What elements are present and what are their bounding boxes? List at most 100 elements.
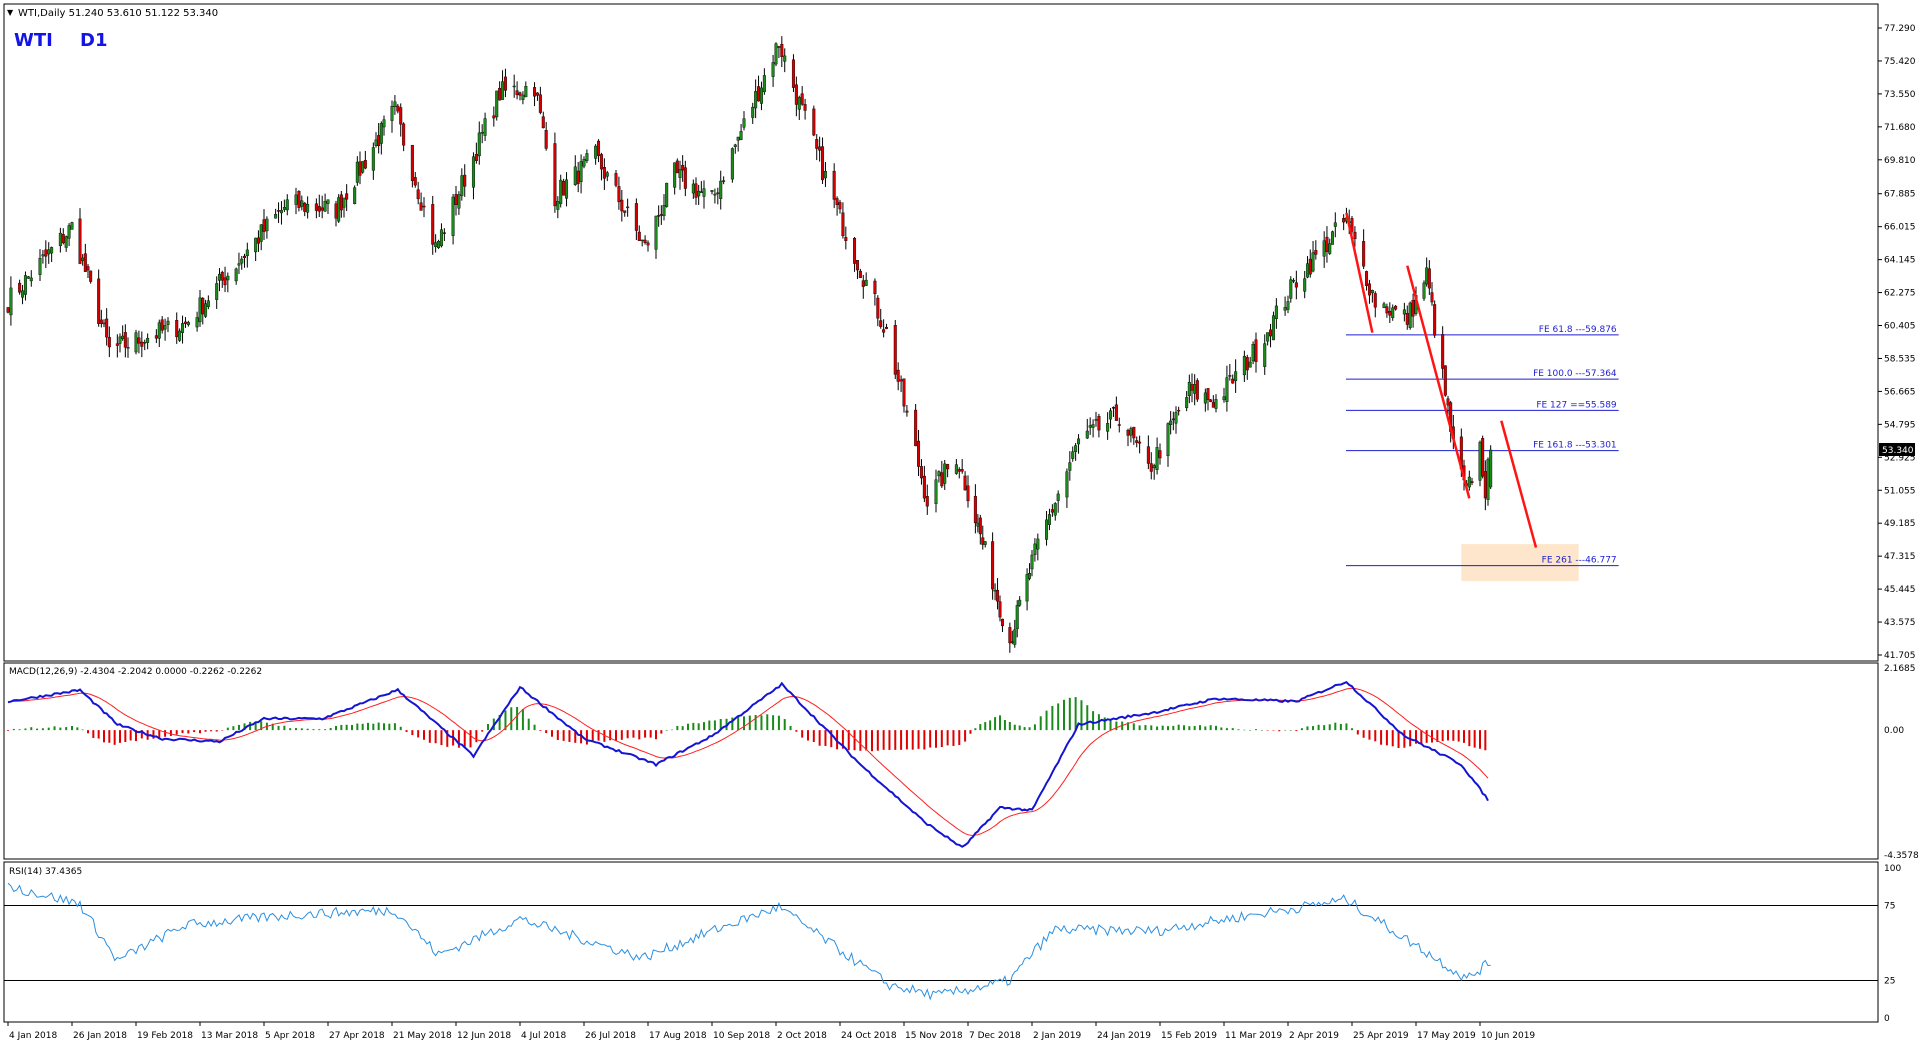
macd-histogram-bar [556,730,559,740]
timeframe-big-label: D1 [80,30,107,51]
projection-arrow [1500,420,1538,548]
candle [282,199,286,212]
candle [1209,399,1213,403]
rsi-tick-label: 100 [1884,864,1901,874]
macd-histogram-bar [1323,725,1326,731]
candle [1486,457,1490,506]
rsi-axis: 100 75 25 0 [4,864,1901,1024]
candle [573,155,577,186]
price-tick-label: 64.145 [1884,256,1916,266]
macd-histogram-bar [41,728,44,731]
candle [146,333,150,350]
candle [818,136,822,162]
candle [835,196,839,216]
macd-histogram-bar [1356,730,1359,735]
macd-histogram-bar [377,722,380,731]
macd-histogram-bar [1425,730,1428,743]
macd-histogram-bar [300,728,303,731]
price-tick-label: 60.405 [1884,322,1916,332]
candle [722,176,726,185]
macd-histogram-bar [974,728,977,731]
macd-histogram-bar [498,714,501,731]
macd-histogram-bar [53,726,56,731]
candle [620,189,624,222]
candle [64,235,68,252]
candle [771,54,775,87]
macd-histogram-bar [318,729,321,731]
macd-histogram-bar [620,730,623,740]
macd-histogram-bar [113,730,116,745]
candle [538,86,542,115]
candle [960,459,964,474]
macd-histogram-bar [1220,727,1223,731]
candle [634,198,638,241]
candle [353,185,357,205]
candle [751,102,755,124]
macd-histogram-bar [204,730,207,732]
candle [876,295,880,327]
macd-histogram-bar [1295,730,1298,732]
time-tick-label: 27 Apr 2018 [329,1031,385,1041]
candle [599,152,603,181]
macd-histogram-bar [626,730,629,739]
macd-histogram-bar [638,730,641,740]
current-price-tag [1879,442,1915,456]
macd-histogram-bar [1457,730,1460,742]
candle [1132,426,1136,445]
chart-menu-icon[interactable]: ▼ [7,8,14,17]
macd-histogram-bar [187,730,190,734]
macd-histogram-bar [393,723,396,731]
macd-histogram-bar [1312,726,1315,731]
candle [345,184,349,212]
macd-histogram-bar [215,730,218,732]
candle [300,195,304,211]
price-tick-label: 66.015 [1884,223,1916,233]
macd-histogram-bar [562,730,565,741]
candle [1234,359,1238,393]
candlestick-series [6,36,1493,653]
macd-histogram-bar [277,725,280,731]
macd-histogram-bar [1385,730,1388,746]
candle [946,463,950,478]
macd-histogram-bar [609,730,612,741]
macd-histogram-bar [181,730,184,734]
candle [665,182,669,208]
candle [262,209,266,240]
candle [451,194,455,245]
time-tick-label: 4 Jan 2018 [9,1031,57,1041]
macd-histogram-bar [952,730,955,746]
macd-histogram-bar [226,727,229,731]
macd-axis: 2.1685 0.00 -4.3578 [1884,664,1919,861]
candle [1481,435,1485,479]
candle [1251,341,1255,365]
macd-histogram-bar [1397,730,1400,749]
candle [759,81,763,111]
time-tick-label: 24 Jan 2019 [1097,1031,1151,1041]
macd-histogram-bar [585,730,588,745]
macd-histogram-bar [440,730,443,746]
macd-histogram-bar [876,730,879,751]
macd-histogram-bar [1008,721,1011,731]
macd-histogram-bar [232,726,235,731]
macd-histogram-bar [853,730,856,751]
macd-histogram-bar [1132,723,1135,731]
candle [38,249,42,281]
candle [410,144,414,188]
candle [803,98,807,120]
macd-histogram-bar [1272,730,1275,731]
macd-histogram-bar [946,730,949,746]
macd-histogram-bar [1415,730,1417,744]
candle [838,199,842,214]
candle [492,106,496,127]
candle [97,269,101,327]
candle [1385,303,1389,318]
candle [437,239,441,249]
candle [483,112,487,141]
macd-histogram-bar [340,724,343,731]
macd-histogram-bar [708,720,711,731]
time-tick-label: 13 Mar 2018 [201,1031,258,1041]
macd-histogram-bar [169,730,172,736]
price-tick-label: 69.810 [1884,156,1916,166]
candle [186,320,190,327]
